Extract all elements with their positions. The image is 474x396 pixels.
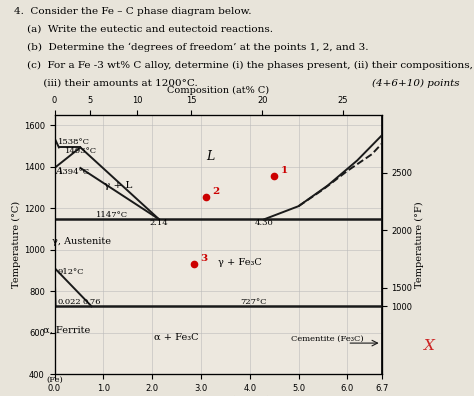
Text: 1147°C: 1147°C: [96, 211, 128, 219]
Text: 727°C: 727°C: [240, 298, 266, 307]
Text: α, Ferrite: α, Ferrite: [43, 326, 91, 335]
Text: 2.14: 2.14: [150, 219, 168, 227]
Text: (iii) their amounts at 1200°C.: (iii) their amounts at 1200°C.: [14, 79, 198, 88]
Text: 0.022: 0.022: [57, 298, 81, 306]
Text: 4.30: 4.30: [255, 219, 274, 227]
Text: α + Fe₃C: α + Fe₃C: [155, 332, 199, 341]
Text: 1394°C: 1394°C: [58, 168, 90, 176]
Text: γ, Austenite: γ, Austenite: [52, 237, 111, 246]
Text: X: X: [424, 339, 435, 354]
Text: 2: 2: [212, 187, 219, 196]
Text: (c)  For a Fe -3 wt% C alloy, determine (i) the phases present, (ii) their compo: (c) For a Fe -3 wt% C alloy, determine (…: [14, 61, 474, 70]
Text: (4+6+10) points: (4+6+10) points: [373, 79, 460, 88]
Text: 1538°C: 1538°C: [58, 138, 90, 146]
Text: (Fe): (Fe): [46, 376, 63, 384]
Text: (b)  Determine the ‘degrees of freedom’ at the points 1, 2, and 3.: (b) Determine the ‘degrees of freedom’ a…: [14, 43, 368, 52]
Y-axis label: Temperature (°C): Temperature (°C): [12, 201, 21, 288]
Text: 3: 3: [200, 254, 207, 263]
Text: 4.  Consider the Fe – C phase diagram below.: 4. Consider the Fe – C phase diagram bel…: [14, 7, 252, 16]
Text: L: L: [207, 150, 215, 163]
Text: γ + Fe₃C: γ + Fe₃C: [218, 258, 262, 267]
X-axis label: Composition (at% C): Composition (at% C): [167, 86, 269, 95]
Text: Cementite (Fe₃C): Cementite (Fe₃C): [291, 335, 364, 343]
Text: 912°C: 912°C: [58, 268, 84, 276]
Text: 1493°C: 1493°C: [65, 147, 97, 155]
Text: A: A: [55, 167, 63, 176]
Text: (a)  Write the eutectic and eutectoid reactions.: (a) Write the eutectic and eutectoid rea…: [14, 25, 273, 34]
Text: 1: 1: [281, 166, 288, 175]
Y-axis label: Temperature (°F): Temperature (°F): [415, 201, 424, 288]
Text: γ + L: γ + L: [104, 181, 132, 190]
Text: 0.76: 0.76: [82, 298, 101, 306]
